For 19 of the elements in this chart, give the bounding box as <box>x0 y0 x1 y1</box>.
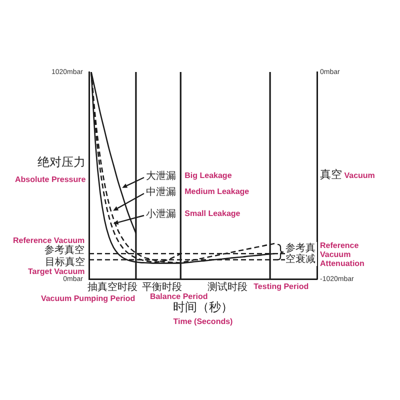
text: Vacuum Pumping Period <box>40 294 136 302</box>
text: Balance Period <box>150 292 208 300</box>
ref-line-label: 目标真空 Target Vacuum <box>28 256 85 276</box>
annotation: Small Leakage <box>184 208 240 218</box>
annotation: 参考真空衰减 <box>286 243 316 265</box>
y-axis-title: 绝对压力 Absolute Pressure <box>15 155 86 184</box>
text: 抽真空时段 <box>87 282 138 292</box>
ref-line-label: Reference Vacuum 参考真空 <box>13 236 85 256</box>
text: 测试时段 <box>208 282 248 292</box>
annotation: 大泄漏 <box>146 170 176 182</box>
annotation: Medium Leakage <box>184 186 250 196</box>
annotation: 小泄漏 <box>146 208 176 220</box>
annotation: Big Leakage <box>184 170 232 180</box>
x-axis-title: 时间（秒） Time (Seconds) <box>173 300 233 326</box>
y2-axis-title: 真空 Vacuum <box>320 168 375 181</box>
text: Reference Vacuum Attenuation <box>320 241 364 268</box>
text: 平衡时段 <box>142 282 182 292</box>
text: Testing Period <box>254 282 309 290</box>
annotation: 中泄漏 <box>146 186 176 198</box>
